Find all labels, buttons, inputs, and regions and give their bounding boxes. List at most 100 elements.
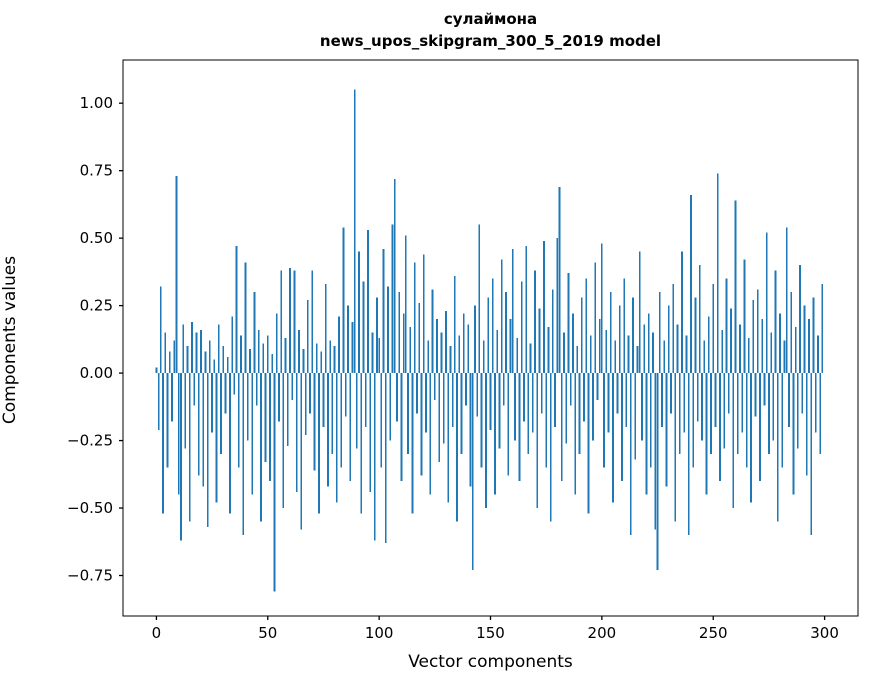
bar <box>803 305 806 374</box>
bar <box>338 316 340 374</box>
bar <box>202 373 205 487</box>
bar <box>621 373 623 482</box>
bar <box>496 329 499 374</box>
bar <box>313 373 316 471</box>
bar <box>670 373 672 414</box>
tick-label: 1.00 <box>80 94 113 112</box>
bar <box>589 335 592 374</box>
bar <box>240 335 242 374</box>
bar <box>324 284 327 374</box>
bar <box>362 281 365 374</box>
bar <box>360 373 363 514</box>
bar <box>514 373 516 441</box>
bar <box>291 373 294 401</box>
bar <box>489 373 492 430</box>
bar <box>476 373 478 417</box>
bar <box>676 324 679 374</box>
bar <box>358 251 360 374</box>
bar <box>752 300 755 374</box>
bar <box>364 373 367 428</box>
tick-label: 100 <box>365 624 394 642</box>
bar <box>249 348 251 374</box>
bar <box>160 286 162 374</box>
bar <box>672 284 674 374</box>
bar <box>284 338 287 374</box>
bar <box>335 373 338 503</box>
bar <box>389 373 392 441</box>
bar <box>638 251 641 374</box>
bar <box>384 373 387 544</box>
bar <box>258 329 260 374</box>
bar <box>177 373 180 495</box>
bar <box>485 373 487 509</box>
bar <box>785 227 788 374</box>
bar <box>293 270 296 374</box>
bar <box>271 354 274 374</box>
tick-label: 300 <box>810 624 839 642</box>
bar <box>699 265 701 374</box>
bar <box>563 332 565 374</box>
bar <box>418 302 421 374</box>
bar-series <box>155 89 824 592</box>
bar <box>730 308 732 374</box>
bar <box>269 373 271 482</box>
bar <box>251 373 254 495</box>
bar <box>625 373 628 428</box>
bar <box>712 284 715 374</box>
bar <box>242 373 245 536</box>
bar <box>320 351 323 374</box>
bar <box>518 373 521 482</box>
bar <box>398 292 401 374</box>
bar <box>278 373 280 422</box>
bar <box>765 232 768 374</box>
tick-label: 150 <box>476 624 505 642</box>
bar <box>667 305 670 374</box>
bar <box>632 297 634 374</box>
tick-label: 250 <box>699 624 728 642</box>
bar <box>440 332 443 374</box>
bar <box>683 373 686 433</box>
bar <box>184 373 187 449</box>
bar <box>307 300 309 374</box>
bar <box>799 265 801 374</box>
bar <box>788 373 790 428</box>
bar <box>402 313 405 374</box>
bar <box>565 373 568 444</box>
bar <box>209 340 211 374</box>
bar <box>636 346 639 374</box>
bar <box>536 373 539 509</box>
bar <box>587 373 590 514</box>
bar <box>690 194 692 374</box>
bar <box>556 238 559 374</box>
bar <box>311 270 314 374</box>
bar <box>716 173 719 374</box>
bar <box>300 373 303 530</box>
bar <box>650 373 652 468</box>
bar <box>491 278 494 374</box>
bar <box>761 319 764 374</box>
bar <box>572 313 574 374</box>
bar <box>794 327 797 374</box>
bar <box>598 319 601 374</box>
bar <box>759 373 761 482</box>
bar <box>743 259 746 374</box>
bar <box>754 373 757 417</box>
bar <box>540 373 543 414</box>
bar <box>429 373 432 495</box>
bar <box>246 373 249 441</box>
bar <box>342 227 345 374</box>
bar <box>507 373 510 476</box>
bar <box>614 340 617 374</box>
bar <box>797 373 799 449</box>
bar <box>525 246 527 374</box>
bar <box>467 324 470 374</box>
bar <box>678 373 681 455</box>
bar <box>792 373 795 495</box>
bar <box>511 248 514 374</box>
bar <box>643 324 646 374</box>
bar <box>685 335 688 374</box>
bar <box>641 373 643 441</box>
bar <box>560 373 563 482</box>
bar <box>425 373 427 433</box>
